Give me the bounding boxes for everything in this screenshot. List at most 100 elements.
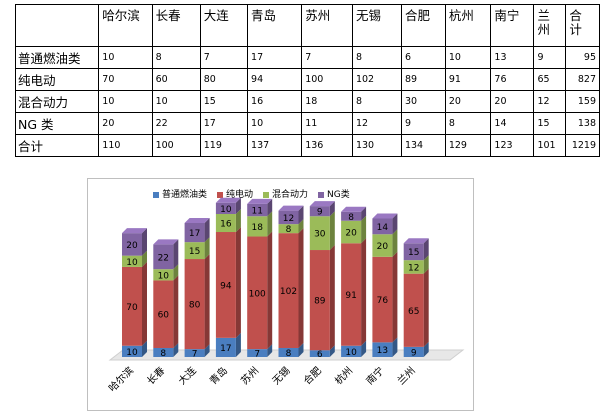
bar-top-face bbox=[153, 239, 179, 245]
data-label: 94 bbox=[220, 281, 232, 291]
data-label: 6 bbox=[317, 350, 323, 360]
row-label: 合计 bbox=[14, 134, 100, 157]
table-header-cell: 苏州 bbox=[301, 4, 353, 47]
bar-side-face bbox=[267, 211, 273, 237]
legend-swatch bbox=[153, 191, 159, 198]
table-cell: 10 bbox=[444, 46, 492, 69]
bar-side-face bbox=[392, 229, 398, 257]
bar-side-face bbox=[329, 211, 335, 251]
table-cell: 70 bbox=[98, 68, 153, 91]
data-label: 76 bbox=[377, 296, 389, 306]
category-label: 合肥 bbox=[301, 364, 324, 387]
bar-side-face bbox=[392, 213, 398, 235]
table-cell: 8 bbox=[351, 90, 402, 113]
bar-segment bbox=[184, 259, 205, 350]
table-cell: 60 bbox=[151, 68, 201, 91]
table-cell: 137 bbox=[247, 134, 303, 157]
table-cell: 20 bbox=[98, 112, 153, 135]
bar-segment bbox=[403, 243, 424, 261]
table-cell: 8 bbox=[351, 46, 402, 69]
bar-segment bbox=[184, 349, 205, 357]
bar-segment bbox=[372, 342, 393, 357]
data-label: 8 bbox=[286, 225, 292, 235]
category-label: 无锡 bbox=[269, 364, 292, 387]
row-total-cell: 138 bbox=[565, 112, 600, 135]
bar-segment bbox=[403, 346, 424, 357]
table-row: NG 类 20 22 17 10 11 12 9 8 14 15 138 bbox=[14, 112, 600, 135]
category-label: 南宁 bbox=[363, 364, 386, 387]
table-header-cell: 哈尔滨 bbox=[98, 4, 153, 47]
table-cell: 6 bbox=[400, 46, 446, 69]
data-label: 80 bbox=[189, 301, 201, 311]
bar-top-face bbox=[372, 213, 398, 219]
bar-segment bbox=[153, 244, 174, 270]
table-cell: 10 bbox=[98, 90, 153, 113]
row-total-cell: 1219 bbox=[565, 134, 600, 157]
chart-area: 普通燃油类 纯电动 混合动力 NG类 10 70 10 20 哈尔滨 8 60 10 22 长春 7 80 1… bbox=[87, 178, 474, 411]
bar-side-face bbox=[423, 268, 429, 347]
bar-segment bbox=[278, 210, 299, 225]
data-label: 7 bbox=[192, 350, 198, 360]
table-cell: 14 bbox=[490, 112, 535, 135]
table-row: 混合动力 10 10 15 16 18 8 30 20 20 12 159 bbox=[14, 90, 600, 113]
row-label: 纯电动 bbox=[14, 68, 100, 91]
bar-segment bbox=[122, 233, 142, 256]
bar-side-face bbox=[235, 227, 241, 338]
bar-top-face bbox=[122, 228, 147, 234]
table-cell: 89 bbox=[400, 68, 446, 91]
bar-side-face bbox=[142, 250, 147, 267]
bar-segment bbox=[122, 255, 142, 267]
data-label: 70 bbox=[126, 303, 138, 313]
bar-segment bbox=[122, 345, 142, 357]
table-cell: 123 bbox=[490, 134, 535, 157]
bar-segment bbox=[403, 273, 424, 347]
table-cell: 76 bbox=[490, 68, 535, 91]
stacked-bar-chart: 10 70 10 20 哈尔滨 8 60 10 22 长春 7 80 15 17 大连 17 94 16 10 青岛 7… bbox=[106, 197, 465, 394]
data-label: 17 bbox=[220, 344, 231, 354]
row-label: 混合动力 bbox=[14, 90, 100, 113]
data-label: 102 bbox=[280, 287, 297, 297]
table-header-cell: 杭州 bbox=[444, 4, 492, 47]
table-cell: 119 bbox=[199, 134, 249, 157]
bar-segment bbox=[341, 220, 362, 244]
bar-side-face bbox=[173, 239, 179, 270]
table-header-cell: 青岛 bbox=[247, 4, 303, 47]
bar-segment bbox=[403, 260, 424, 274]
bar-segment bbox=[278, 347, 299, 357]
category-label: 青岛 bbox=[207, 364, 230, 387]
bar-top-face bbox=[309, 201, 335, 207]
table-cell: 12 bbox=[351, 112, 402, 135]
bar-side-face bbox=[173, 264, 179, 281]
bar-segment bbox=[372, 218, 393, 235]
legend-item: 混合动力 bbox=[263, 187, 308, 200]
table-cell: 16 bbox=[247, 90, 303, 113]
data-label: 20 bbox=[377, 242, 389, 252]
table-cell: 80 bbox=[199, 68, 249, 91]
table-cell: 101 bbox=[533, 134, 567, 157]
table-cell: 8 bbox=[151, 46, 201, 69]
table-cell: 17 bbox=[199, 112, 249, 135]
bar-side-face bbox=[392, 337, 398, 357]
legend-label: NG类 bbox=[327, 190, 350, 200]
bar-segment bbox=[278, 233, 299, 348]
bar-segment bbox=[215, 337, 236, 357]
data-label: 8 bbox=[160, 349, 166, 359]
category-label: 长春 bbox=[145, 365, 168, 388]
data-label: 15 bbox=[189, 247, 200, 257]
bar-segment bbox=[153, 280, 174, 348]
table-cell: 12 bbox=[533, 90, 567, 113]
table-cell: 100 bbox=[301, 68, 353, 91]
table-header-cell: 合 计 bbox=[565, 4, 600, 47]
bar-segment bbox=[278, 224, 299, 234]
table-cell: 20 bbox=[490, 90, 535, 113]
table-cell: 100 bbox=[151, 134, 201, 157]
table-cell: 102 bbox=[351, 68, 402, 91]
table-header-cell: 南宁 bbox=[490, 4, 535, 47]
legend-label: 普通燃油类 bbox=[162, 190, 208, 200]
data-label: 30 bbox=[314, 230, 326, 240]
bar-side-face bbox=[204, 254, 210, 350]
legend-swatch bbox=[217, 191, 224, 198]
data-label: 16 bbox=[220, 220, 232, 230]
bar-side-face bbox=[267, 198, 273, 217]
bar-side-face bbox=[173, 342, 179, 357]
